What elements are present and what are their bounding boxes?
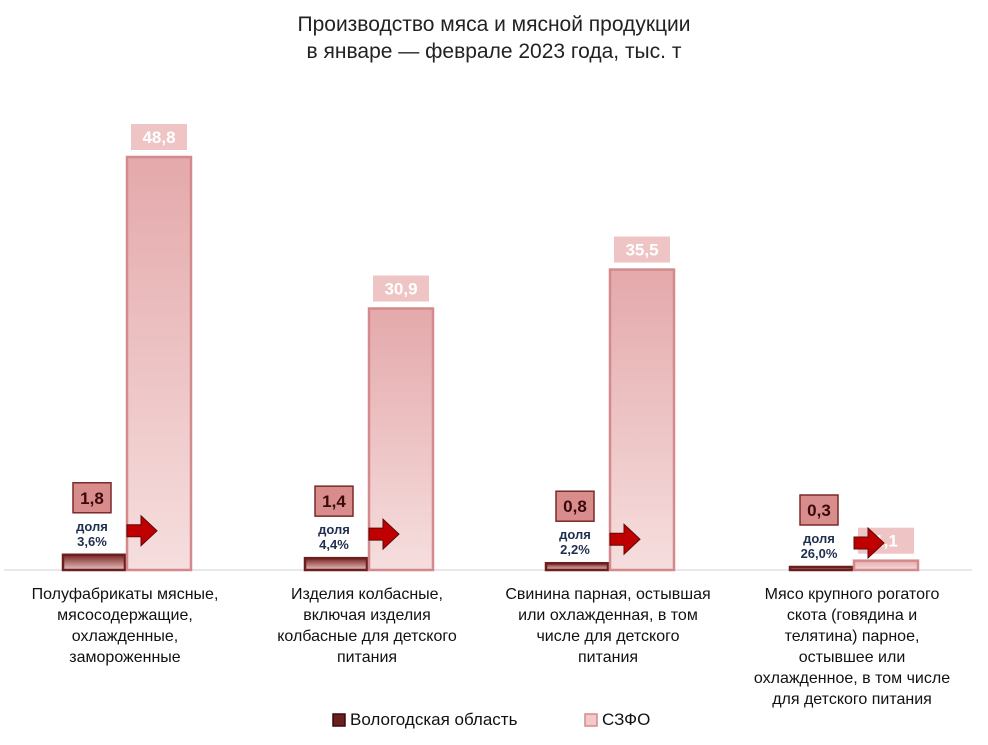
- arrow-right-icon: [609, 523, 641, 556]
- legend: Вологодская область СЗФО: [332, 710, 650, 729]
- share-label: доля 26,0%: [801, 531, 838, 561]
- category-label: Свинина парная, остывшая или охлажденная,…: [505, 586, 710, 666]
- bar-vologda: [303, 556, 369, 572]
- vologda-value-label: 1,8: [80, 489, 104, 508]
- vologda-label-box: [555, 490, 595, 522]
- share-label: доля 2,2%: [559, 527, 591, 557]
- vologda-value-label: 0,3: [807, 501, 831, 520]
- szfo-label-box: [373, 275, 429, 302]
- arrow-right-icon: [853, 526, 885, 560]
- bar-vologda: [544, 561, 610, 572]
- chart-title: Производство мяса и мясной продукции в ян…: [298, 13, 691, 63]
- legend-swatch-vologda: [332, 713, 346, 727]
- share-label: доля 4,4%: [318, 522, 350, 552]
- category-label: Полуфабрикаты мясные, мясосодержащие, охла…: [32, 586, 219, 666]
- bar-szfo: [852, 559, 920, 572]
- bar-vologda: [788, 565, 854, 572]
- szfo-label-box: [131, 124, 187, 150]
- szfo-label-box: [614, 236, 670, 263]
- szfo-value-label: 35,5: [625, 241, 658, 260]
- chart-title-text: Производство мяса и мясной продукции в ян…: [298, 13, 691, 63]
- vologda-label-box: [314, 485, 354, 517]
- szfo-value-label: 30,9: [384, 279, 417, 298]
- szfo-value-label: 48,8: [142, 128, 175, 147]
- share-label: доля 3,6%: [76, 519, 108, 549]
- arrow-right-icon: [126, 514, 158, 547]
- vologda-label-box: [799, 494, 839, 526]
- legend-label-vologda: Вологодская область: [350, 710, 518, 729]
- bar-szfo: [367, 307, 435, 572]
- vologda-value-label: 1,4: [322, 492, 346, 511]
- category-label: Изделия колбасные, включая изделия колбасн…: [277, 586, 457, 666]
- legend-label-szfo: СЗФО: [602, 710, 650, 729]
- bar-szfo: [125, 155, 193, 572]
- bar-szfo: [608, 268, 676, 572]
- vologda-value-label: 0,8: [563, 497, 587, 516]
- bar-vologda: [61, 553, 127, 572]
- arrow-right-icon: [368, 517, 400, 551]
- legend-swatch-szfo: [584, 713, 598, 727]
- vologda-label-box: [72, 482, 112, 514]
